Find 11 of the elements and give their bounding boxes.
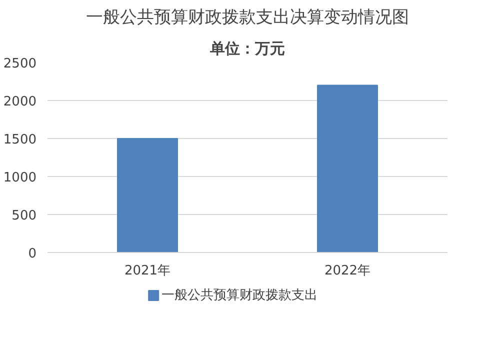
y-tick-label: 1500	[3, 132, 37, 148]
x-tick-label: 2022年	[324, 264, 371, 278]
x-tick-label: 2021年	[124, 264, 171, 278]
legend-label: 一般公共预算财政拨款支出	[162, 288, 318, 303]
y-tick-label: 2000	[3, 94, 37, 110]
y-tick-label: 1000	[3, 170, 37, 186]
y-tick-label: 2500	[3, 56, 37, 72]
y-tick-label: 500	[12, 208, 37, 224]
chart-title: 一般公共预算财政拨款支出决算变动情况图	[86, 8, 409, 28]
chart-subtitle: 单位：万元	[209, 40, 285, 58]
y-tick-label: 0	[28, 246, 37, 262]
